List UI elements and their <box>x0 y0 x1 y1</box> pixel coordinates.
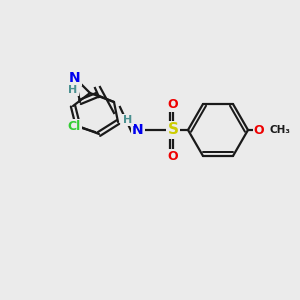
Text: H: H <box>68 85 78 95</box>
Text: H: H <box>123 115 133 125</box>
Text: N: N <box>69 71 81 85</box>
Text: Cl: Cl <box>68 119 81 133</box>
Text: S: S <box>167 122 178 137</box>
Text: N: N <box>132 123 144 137</box>
Text: O: O <box>168 98 178 110</box>
Text: O: O <box>168 149 178 163</box>
Text: CH₃: CH₃ <box>270 125 291 135</box>
Text: O: O <box>254 124 264 136</box>
